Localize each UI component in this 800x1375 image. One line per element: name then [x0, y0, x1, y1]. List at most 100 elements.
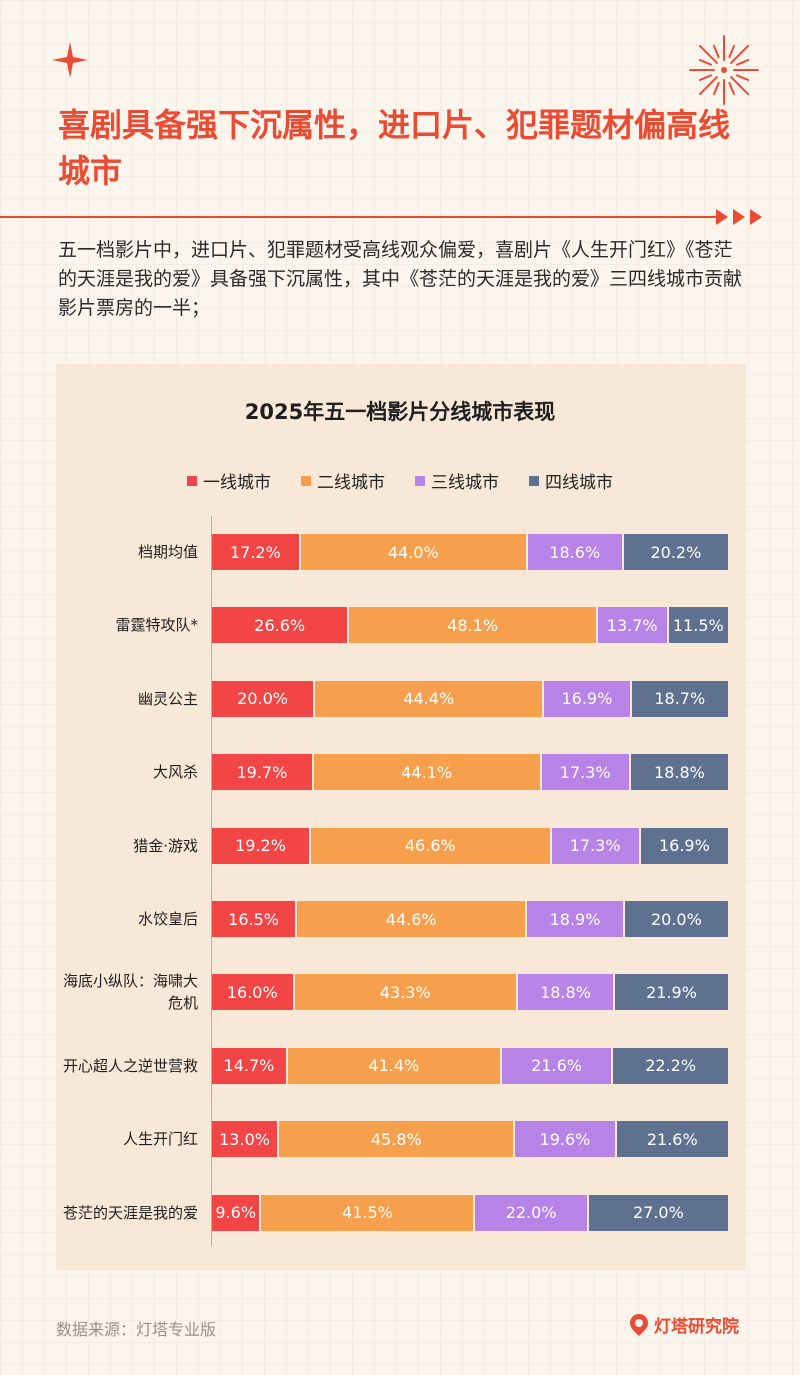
category-label: 开心超人之逆世营救	[62, 1056, 198, 1075]
data-label: 16.0%	[226, 982, 278, 1002]
legend-label: 二线城市	[317, 473, 385, 493]
data-label: 21.9%	[646, 982, 697, 1002]
bar-segment: 41.5%	[261, 1194, 476, 1231]
bar-segment: 13.0%	[212, 1121, 280, 1158]
bar-segment: 16.0%	[212, 974, 295, 1011]
data-label: 22.0%	[505, 1203, 557, 1223]
bar-segment: 48.1%	[349, 607, 598, 644]
data-label: 48.1%	[447, 615, 499, 635]
firework-icon	[689, 35, 759, 105]
bar-segment: 20.0%	[624, 901, 728, 937]
firework-ray	[698, 59, 713, 66]
bar-segment: 27.0%	[588, 1194, 728, 1231]
data-label: 13.0%	[219, 1129, 270, 1149]
category-label: 大风杀	[152, 763, 198, 782]
bar-segment: 20.0%	[212, 680, 316, 717]
data-label: 44.1%	[401, 762, 453, 782]
legend-item-tier4: 四线城市	[529, 468, 613, 493]
bar-segment: 45.8%	[279, 1121, 516, 1158]
data-label: 27.0%	[632, 1203, 684, 1223]
firework-ray	[728, 44, 735, 59]
bar-segment: 17.3%	[551, 827, 641, 864]
bar-segment: 13.7%	[597, 607, 669, 644]
sparkle-icon	[52, 42, 88, 78]
category-label: 苍茫的天涯是我的爱	[62, 1203, 198, 1222]
bar-segment: 17.2%	[212, 534, 301, 570]
data-label: 14.7%	[223, 1056, 275, 1076]
data-label: 20.2%	[650, 542, 702, 562]
data-source: 数据来源：灯塔专业版	[56, 1320, 217, 1339]
data-label: 45.8%	[370, 1129, 422, 1149]
legend-swatch	[301, 475, 311, 486]
intro-text: 五一档影片中，进口片、犯罪题材受高线观众偏爱，喜剧片《人生开门红》《苍茫的天涯是…	[58, 239, 743, 319]
firework-ray	[728, 81, 735, 96]
brand-name: 灯塔研究院	[654, 1317, 739, 1337]
data-label: 18.6%	[549, 542, 601, 562]
bar-segment: 14.7%	[212, 1047, 288, 1084]
data-label: 44.0%	[387, 542, 439, 562]
data-label: 20.0%	[237, 689, 288, 709]
bar-segment: 18.6%	[527, 534, 624, 570]
category-label: 水饺皇后	[137, 910, 198, 928]
bar-segment: 19.6%	[515, 1121, 617, 1158]
legend-item-tier3: 三线城市	[415, 468, 499, 493]
chart-title: 2025年五一档影片分线城市表现	[244, 400, 556, 424]
data-label: 20.0%	[650, 909, 702, 929]
data-label: 41.5%	[342, 1203, 393, 1223]
legend-item-tier1: 一线城市	[187, 468, 271, 493]
data-label: 18.7%	[654, 689, 706, 709]
data-label: 18.8%	[654, 762, 705, 782]
category-label: 海底小纵队：海啸大危机	[62, 972, 198, 1013]
bar-segment: 16.9%	[544, 680, 632, 717]
bar-segment: 46.6%	[311, 827, 552, 864]
bar-segment: 21.6%	[616, 1121, 728, 1158]
legend-label: 四线城市	[545, 473, 613, 493]
legend-label: 一线城市	[203, 473, 271, 493]
page-title: 喜剧具备强下沉属性，进口片、犯罪题材偏高线城市	[58, 106, 731, 190]
brand-logo: 灯塔研究院	[628, 1312, 739, 1337]
title-divider	[0, 216, 716, 218]
bar-segment: 17.3%	[541, 754, 631, 791]
triple-arrow-icon	[716, 209, 762, 225]
firework-ray	[698, 76, 718, 96]
legend-item-tier2: 二线城市	[301, 468, 385, 493]
bar-segment: 18.7%	[631, 680, 728, 717]
data-label: 43.3%	[379, 982, 431, 1002]
data-label: 17.2%	[229, 542, 281, 562]
bar-segment: 44.1%	[313, 754, 542, 791]
data-label: 44.4%	[403, 689, 455, 709]
data-label: 44.6%	[385, 909, 437, 929]
firework-ray	[713, 81, 720, 96]
legend-swatch	[187, 475, 197, 486]
bar-segment: 26.6%	[212, 607, 350, 644]
bar-segment: 9.6%	[212, 1194, 262, 1231]
data-label: 21.6%	[531, 1056, 582, 1076]
chart-legend: 一线城市 二线城市 三线城市 四线城市	[0, 468, 800, 493]
legend-swatch	[415, 475, 425, 486]
data-label: 17.3%	[559, 762, 611, 782]
data-label: 18.9%	[549, 909, 601, 929]
data-label: 16.5%	[228, 909, 279, 929]
bar-segment: 21.6%	[501, 1047, 614, 1084]
data-label: 21.6%	[646, 1129, 698, 1149]
firework-ray	[730, 76, 750, 96]
bar-segment: 18.8%	[517, 974, 615, 1011]
firework-ray	[713, 44, 720, 59]
category-label: 猎金·游戏	[133, 836, 198, 855]
data-label: 16.9%	[561, 689, 613, 709]
bar-segment: 19.7%	[212, 754, 314, 791]
data-label: 19.7%	[236, 762, 288, 782]
bar-segment: 44.4%	[315, 680, 545, 717]
firework-ray	[698, 44, 718, 64]
category-label: 档期均值	[137, 543, 198, 561]
bar-segment: 19.2%	[212, 827, 312, 864]
bar-segment: 22.0%	[475, 1194, 589, 1231]
data-label: 26.6%	[254, 615, 306, 635]
bar-segment: 44.6%	[297, 901, 528, 937]
legend-swatch	[529, 475, 539, 486]
bar-segment: 11.5%	[668, 607, 728, 644]
firework-ray	[735, 74, 750, 81]
data-label: 19.6%	[539, 1129, 591, 1149]
data-label: 46.6%	[404, 836, 456, 856]
bar-segment: 18.8%	[630, 754, 728, 791]
